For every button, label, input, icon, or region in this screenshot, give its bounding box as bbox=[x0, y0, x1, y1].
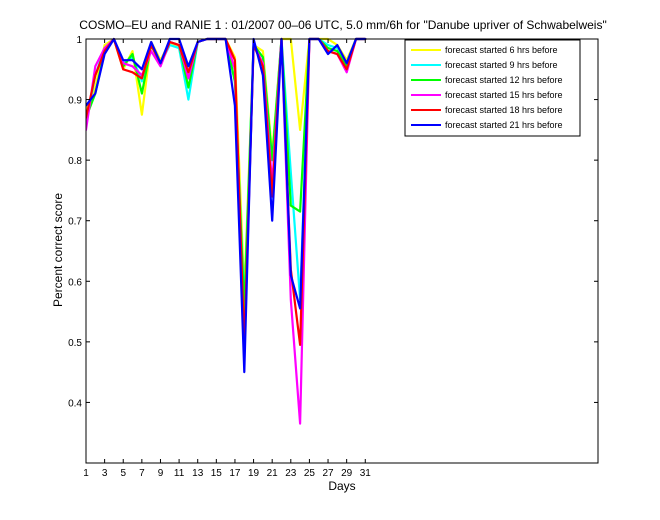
x-tick-label: 21 bbox=[267, 468, 279, 479]
legend-box bbox=[404, 39, 581, 137]
x-tick-label: 27 bbox=[322, 468, 334, 479]
x-tick-label: 23 bbox=[285, 468, 297, 479]
y-tick-label: 0.7 bbox=[68, 217, 82, 228]
x-tick-label: 25 bbox=[304, 468, 316, 479]
chart-title: COSMO–EU and RANIE 1 : 01/2007 00–06 UTC… bbox=[79, 18, 606, 32]
x-tick-label: 7 bbox=[139, 468, 145, 479]
legend-label-4: forecast started 15 hrs before bbox=[445, 90, 563, 100]
legend-label-2: forecast started 9 hrs before bbox=[445, 60, 558, 70]
x-tick-label: 5 bbox=[120, 468, 126, 479]
x-tick-label: 13 bbox=[192, 468, 204, 479]
x-tick-label: 17 bbox=[229, 468, 241, 479]
legend-label-5: forecast started 18 hrs before bbox=[445, 105, 563, 115]
y-tick-label: 0.6 bbox=[68, 277, 82, 288]
legend-label-3: forecast started 12 hrs before bbox=[445, 75, 563, 85]
x-tick-label: 31 bbox=[360, 468, 372, 479]
x-axis-title: Days bbox=[328, 479, 355, 493]
x-tick-label: 1 bbox=[83, 468, 89, 479]
x-tick-label: 11 bbox=[174, 468, 185, 479]
y-tick-label: 0.4 bbox=[68, 398, 82, 409]
x-tick-label: 15 bbox=[211, 468, 223, 479]
y-tick-label: 0.5 bbox=[68, 338, 82, 349]
x-tick-label: 3 bbox=[102, 468, 108, 479]
y-tick-label: 0.9 bbox=[68, 96, 82, 107]
x-tick-label: 19 bbox=[248, 468, 260, 479]
x-tick-label: 9 bbox=[158, 468, 164, 479]
legend-label-6: forecast started 21 hrs before bbox=[445, 120, 563, 130]
y-tick-label: 1 bbox=[76, 35, 82, 46]
axes-box bbox=[85, 38, 599, 464]
legend-label-1: forecast started 6 hrs before bbox=[445, 45, 558, 55]
y-axis-title: Percent correct score bbox=[51, 193, 65, 307]
y-tick-label: 0.8 bbox=[68, 156, 82, 167]
x-tick-label: 29 bbox=[341, 468, 353, 479]
